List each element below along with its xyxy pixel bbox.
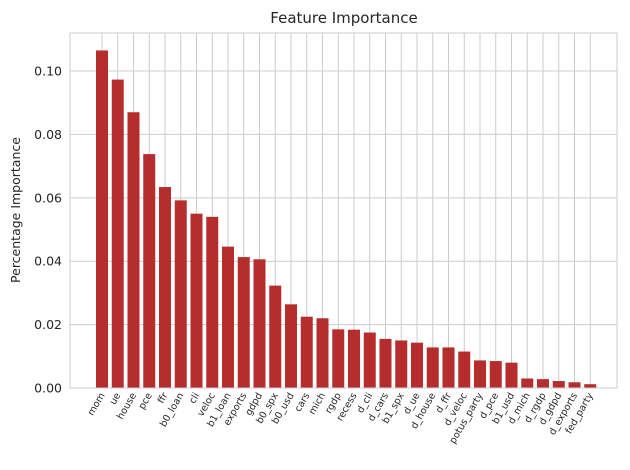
y-tick-label: 0.10 <box>34 64 62 79</box>
bar-recess <box>348 329 360 388</box>
bar-ffr <box>159 187 171 388</box>
x-tick-label: cli <box>187 391 202 406</box>
bar-gdpd <box>253 259 266 388</box>
bar-ue <box>111 79 124 388</box>
bar-mom <box>96 50 108 388</box>
bar-b0_loan <box>174 200 187 388</box>
plot-frame <box>69 32 618 389</box>
bar-d_veloc <box>458 351 471 388</box>
bar-d_rgdp <box>537 379 549 388</box>
y-axis-label: Percentage Importance <box>8 137 23 283</box>
y-tick-label: 0.06 <box>34 190 62 205</box>
bar-cars <box>300 316 313 388</box>
bar-house <box>127 112 140 388</box>
bar-d_ue <box>411 342 423 388</box>
x-tick-label: ue <box>108 391 124 407</box>
bar-d_gdpd <box>552 381 565 388</box>
y-tick-labels: 0.00 0.02 0.04 0.06 0.08 0.10 <box>34 64 62 396</box>
bar-d_ffr <box>442 347 455 388</box>
bar-b0_spx <box>269 285 282 388</box>
bars <box>96 50 597 388</box>
y-tick-label: 0.02 <box>34 317 62 332</box>
bar-pce <box>143 154 156 388</box>
bar-cli <box>190 213 203 388</box>
bar-d_cars <box>379 338 392 388</box>
chart-title: Feature Importance <box>270 9 417 27</box>
bar-d_house <box>426 347 439 388</box>
bar-b0_usd <box>285 304 297 388</box>
bar-b1_loan <box>222 246 234 388</box>
bar-potus_party <box>474 360 486 388</box>
bar-d_pce <box>489 361 502 388</box>
bar-d_mich <box>521 378 534 388</box>
bar-rgdp <box>332 329 345 388</box>
bar-mich <box>316 318 329 388</box>
bar-veloc <box>206 216 219 388</box>
y-tick-label: 0.04 <box>34 254 62 269</box>
bar-b1_spx <box>395 340 408 388</box>
bar-d_cli <box>363 332 376 388</box>
bar-fed_party <box>584 384 597 388</box>
y-tick-label: 0.08 <box>34 127 62 142</box>
x-tick-label: ffr <box>156 391 171 406</box>
bar-b1_usd <box>505 362 518 388</box>
y-tick-label: 0.00 <box>34 381 62 396</box>
bar-exports <box>237 257 250 388</box>
bar-d_exports <box>568 382 581 388</box>
